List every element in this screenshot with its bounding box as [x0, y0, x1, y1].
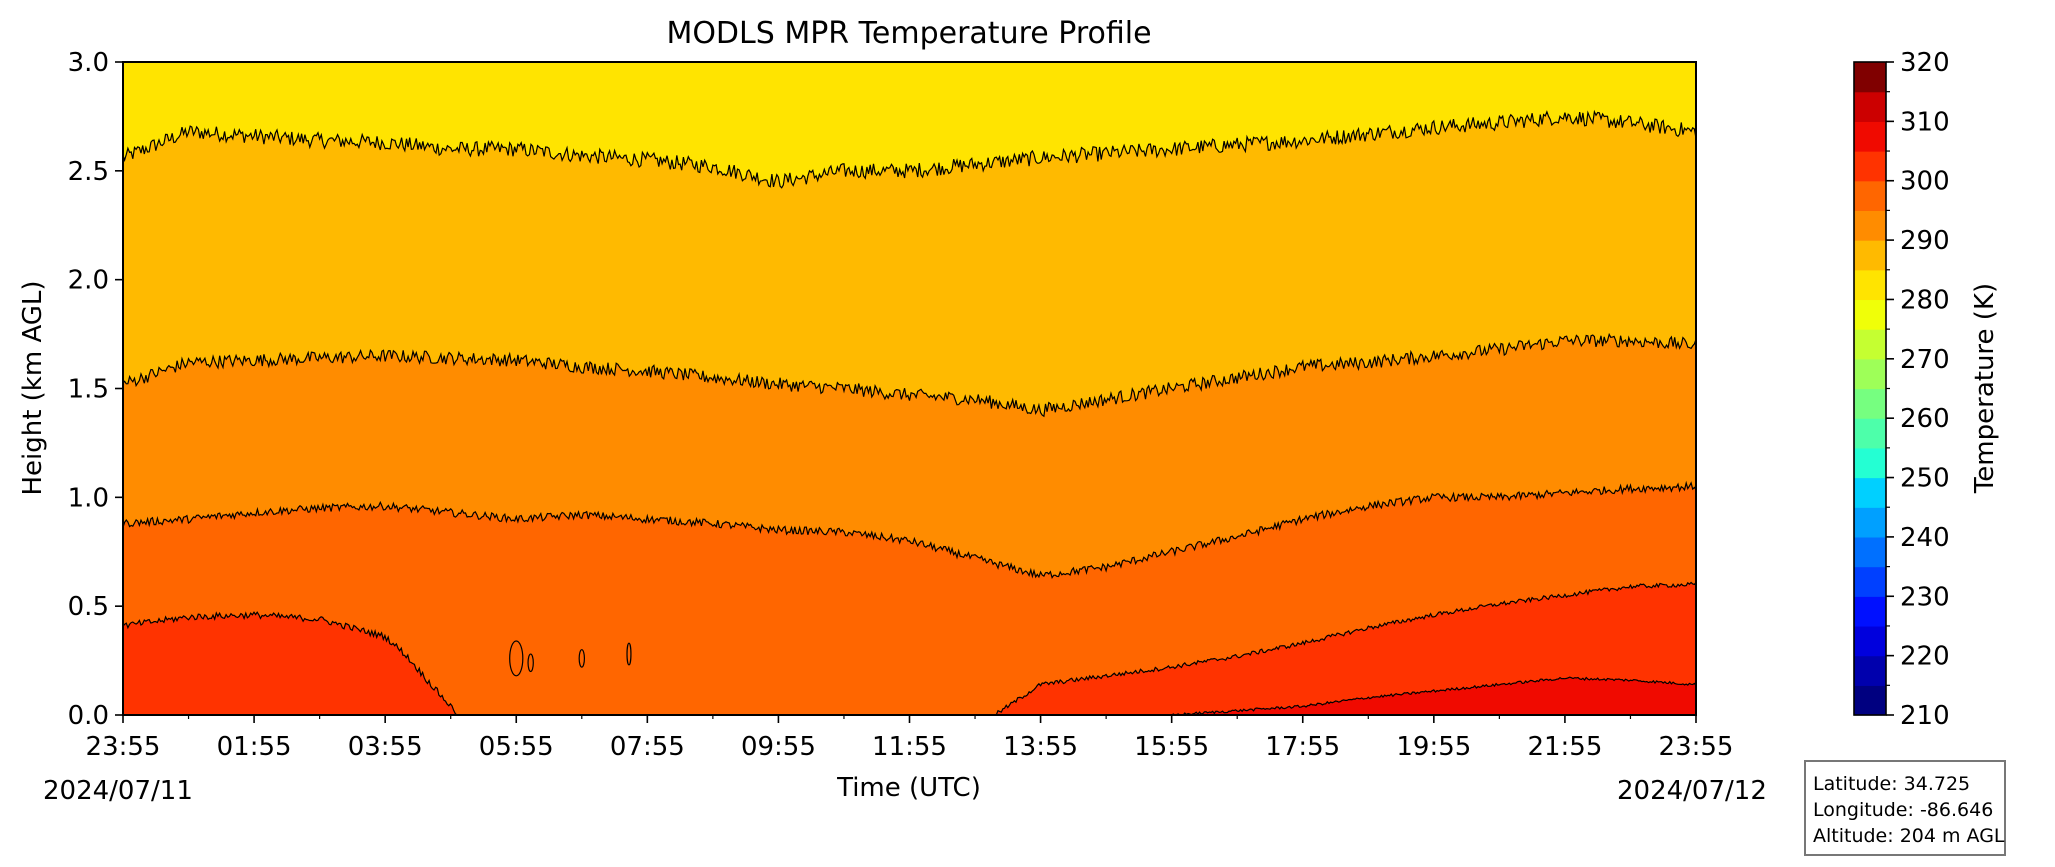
small-contour-3 — [578, 649, 586, 668]
chart-title: MODLS MPR Temperature Profile — [666, 16, 1151, 51]
x-start-date: 2024/07/11 — [43, 776, 193, 806]
colorbar-segment — [1854, 625, 1886, 657]
y-tick-label: 0.5 — [68, 592, 109, 622]
contour-line-surface-warm-layer — [122, 611, 459, 716]
colorbar-tick-label: 230 — [1900, 582, 1950, 612]
y-axis-label: Height (km AGL) — [18, 280, 48, 495]
small-contour-4 — [626, 642, 632, 666]
longitude-text: Longitude: -86.646 — [1813, 799, 1994, 821]
latitude-text: Latitude: 34.725 — [1813, 773, 1971, 795]
contour-fill-layer — [123, 62, 1696, 715]
colorbar-segment — [1854, 447, 1886, 479]
contour-line-warmest-layer — [1171, 676, 1697, 716]
x-tick-label: 09:55 — [741, 732, 816, 762]
y-tick-label: 1.0 — [68, 483, 109, 513]
colorbar-tick-label: 270 — [1900, 345, 1950, 375]
colorbar-tick-label: 320 — [1900, 48, 1950, 78]
y-axis: 0.0 0.5 1.0 1.5 2.0 2.5 3.0 — [68, 48, 123, 731]
band-305-310-night — [123, 612, 459, 715]
x-tick-label: 15:55 — [1134, 732, 1209, 762]
colorbar-segment — [1854, 91, 1886, 122]
contour-line-top — [122, 109, 1697, 189]
colorbar-segment — [1854, 566, 1886, 597]
colorbar-tick-label: 280 — [1900, 285, 1950, 315]
contour-line-lower — [122, 480, 1697, 579]
colorbar-segment — [1854, 299, 1886, 330]
colorbar-segment — [1854, 62, 1886, 93]
x-axis: 23:55 01:55 03:55 05:55 07:55 09:55 11:55 13:55… — [86, 715, 1734, 762]
colorbar-segment — [1854, 507, 1886, 538]
colorbar-segment — [1854, 180, 1886, 212]
colorbar-tick-label: 290 — [1900, 226, 1950, 256]
colorbar-segment — [1854, 269, 1886, 301]
x-tick-label: 17:55 — [1265, 732, 1340, 762]
y-tick-label: 2.0 — [68, 266, 109, 296]
x-axis-label: Time (UTC) — [836, 773, 981, 803]
band-310-315 — [1171, 677, 1696, 715]
colorbar-segment — [1854, 240, 1886, 271]
y-tick-label: 3.0 — [68, 48, 109, 78]
contour-line-middle — [122, 332, 1697, 418]
colorbar-tick-label: 240 — [1900, 523, 1950, 553]
colorbar-segment — [1854, 536, 1886, 568]
colorbar-segment — [1854, 358, 1886, 390]
colorbar-segment — [1854, 151, 1886, 182]
small-contour-2 — [527, 653, 534, 673]
band-285-290 — [123, 62, 1696, 188]
colorbar-tick-label: 300 — [1900, 167, 1950, 197]
colorbar-segment — [1854, 477, 1886, 508]
colorbar-segment — [1854, 596, 1886, 627]
x-end-date: 2024/07/12 — [1617, 776, 1767, 806]
x-tick-label: 07:55 — [610, 732, 685, 762]
colorbar-segment — [1854, 121, 1886, 152]
colorbar-segment — [1854, 210, 1886, 241]
colorbar-tick-label: 210 — [1900, 701, 1950, 731]
contour-line-layer — [122, 109, 1697, 716]
colorbar-segment — [1854, 685, 1886, 716]
colorbar-label: Temperature (K) — [1970, 283, 2000, 494]
colorbar-tick-label: 220 — [1900, 642, 1950, 672]
colorbar-segment — [1854, 388, 1886, 419]
colorbar-tick-label: 250 — [1900, 464, 1950, 494]
y-tick-label: 1.5 — [68, 375, 109, 405]
y-tick-label: 2.5 — [68, 157, 109, 187]
colorbar-tick-label: 260 — [1900, 404, 1950, 434]
x-tick-label: 19:55 — [1396, 732, 1471, 762]
altitude-text: Altitude: 204 m AGL — [1813, 825, 2005, 847]
colorbar-segment — [1854, 418, 1886, 449]
y-tick-label: 0.0 — [68, 701, 109, 731]
colorbar-segment — [1854, 655, 1886, 686]
x-tick-label: 23:55 — [1659, 732, 1734, 762]
x-tick-label: 13:55 — [1003, 732, 1078, 762]
colorbar: 210 220 230 240 250 260 270 280 290 300 310 320 — [1853, 48, 1950, 731]
x-tick-label: 01:55 — [217, 732, 292, 762]
x-tick-label: 05:55 — [479, 732, 554, 762]
contour-line-afternoon-warm-layer — [994, 581, 1697, 716]
colorbar-segment — [1854, 329, 1886, 360]
station-info-box: Latitude: 34.725 Longitude: -86.646 Alti… — [1804, 760, 2006, 856]
small-contour-1 — [509, 640, 524, 677]
colorbar-tick-label: 310 — [1900, 107, 1950, 137]
x-tick-label: 21:55 — [1527, 732, 1602, 762]
x-tick-label: 03:55 — [348, 732, 423, 762]
x-tick-label: 23:55 — [86, 732, 161, 762]
x-tick-label: 11:55 — [872, 732, 947, 762]
